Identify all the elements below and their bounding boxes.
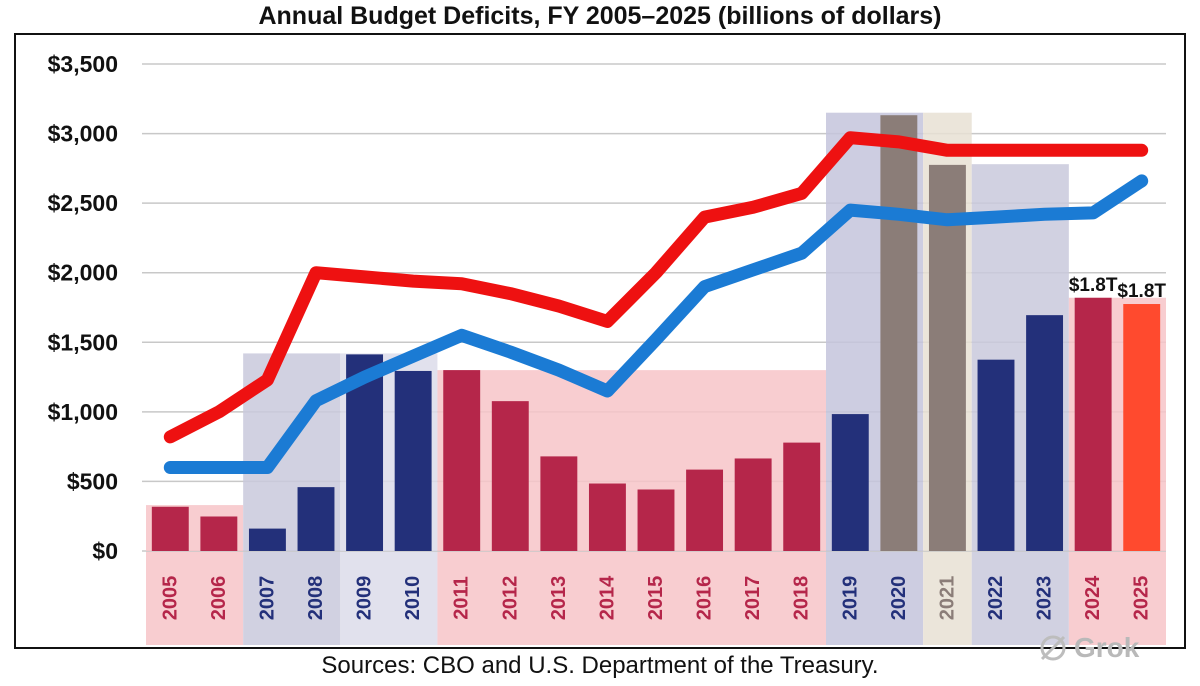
bar-2025	[1123, 304, 1161, 551]
xtick-label-2020: 2020	[888, 576, 910, 621]
ytick-label-4: $2,000	[48, 260, 118, 286]
bar-2020	[880, 115, 918, 551]
xtick-label-2014: 2014	[596, 575, 618, 620]
bar-2006	[200, 516, 238, 551]
bar-2015	[637, 489, 675, 551]
label-band-3	[437, 551, 826, 645]
bar-2007	[248, 528, 286, 551]
grok-logo-icon	[1040, 635, 1066, 661]
label-band-0	[146, 551, 244, 645]
data-label-2025: $1.8T	[1117, 281, 1166, 302]
ytick-label-6: $3,000	[48, 121, 118, 147]
bar-2019	[831, 414, 869, 551]
ytick-label-1: $500	[67, 468, 118, 494]
plot-frame	[14, 33, 1186, 649]
bar-2011	[443, 370, 481, 551]
bar-2008	[297, 487, 335, 551]
bar-2021	[928, 164, 966, 551]
label-band-2	[340, 551, 438, 645]
xtick-label-2009: 2009	[354, 576, 376, 621]
xtick-label-2025: 2025	[1131, 576, 1153, 621]
ytick-label-5: $2,500	[48, 190, 118, 216]
bar-2005	[151, 506, 189, 551]
ytick-label-7: $3,500	[48, 51, 118, 77]
bar-2014	[588, 483, 626, 551]
grok-watermark: Grok	[1038, 628, 1188, 668]
xtick-label-2012: 2012	[499, 576, 521, 621]
xtick-label-2023: 2023	[1034, 576, 1056, 621]
bar-2024	[1074, 297, 1112, 551]
xtick-label-2017: 2017	[742, 576, 764, 621]
bar-2012	[491, 401, 529, 551]
xtick-label-2008: 2008	[305, 576, 327, 621]
bar-2018	[783, 442, 821, 551]
data-label-2024: $1.8T	[1069, 275, 1118, 296]
red-trend-line	[163, 131, 1149, 444]
xtick-label-2018: 2018	[791, 576, 813, 621]
label-band-1	[243, 551, 341, 645]
label-band-7	[1068, 551, 1166, 645]
bar-2013	[540, 456, 578, 551]
bar-2010	[394, 370, 432, 551]
label-band-6	[971, 551, 1069, 645]
xtick-label-2006: 2006	[208, 576, 230, 621]
bar-2022	[977, 359, 1015, 551]
blue-trend-line	[163, 174, 1149, 474]
xtick-label-2005: 2005	[159, 576, 181, 621]
xtick-label-2022: 2022	[985, 576, 1007, 621]
xtick-label-2019: 2019	[839, 576, 861, 621]
label-band-5	[923, 551, 972, 645]
xtick-label-2011: 2011	[451, 576, 473, 619]
xtick-label-2015: 2015	[645, 576, 667, 621]
chart-title: Annual Budget Deficits, FY 2005–2025 (bi…	[258, 2, 942, 30]
bar-2023	[1026, 315, 1064, 551]
bar-2017	[734, 458, 772, 551]
xtick-label-2013: 2013	[548, 576, 570, 621]
xtick-label-2021: 2021	[936, 576, 958, 621]
ytick-label-0: $0	[92, 538, 118, 564]
xtick-label-2024: 2024	[1082, 575, 1104, 620]
label-band-4	[826, 551, 924, 645]
xtick-label-2016: 2016	[694, 576, 716, 621]
ytick-label-2: $1,000	[48, 399, 118, 425]
xtick-label-2010: 2010	[402, 576, 424, 621]
ytick-label-3: $1,500	[48, 329, 118, 355]
watermark-text: Grok	[1074, 632, 1140, 663]
xtick-label-2007: 2007	[256, 576, 278, 621]
bar-2016	[686, 469, 724, 551]
source-note: Sources: CBO and U.S. Department of the …	[321, 652, 879, 679]
